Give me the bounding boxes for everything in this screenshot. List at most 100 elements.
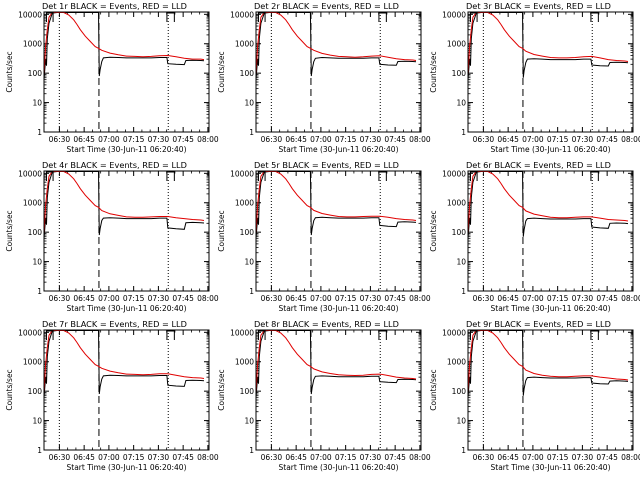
series-line-events (468, 12, 629, 80)
x-tick-label: 06:45 (73, 294, 95, 303)
chart-panel-1: Det 1r BLACK = Events, RED = LLD Counts/s… (5, 1, 219, 154)
state-bracket (590, 12, 599, 22)
x-tick-label: 06:30 (261, 135, 283, 144)
chart-title: Det 4r BLACK = Events, RED = LLD (42, 160, 187, 170)
series-line-events (44, 330, 205, 398)
x-tick-label: 07:45 (172, 294, 194, 303)
y-tick-label: 10000 (18, 10, 42, 19)
y-tick-label: 10 (32, 417, 42, 426)
x-tick-label: 07:30 (360, 294, 382, 303)
x-tick-label: 06:45 (497, 453, 519, 462)
y-tick-label: 1 (37, 287, 42, 296)
x-tick-label: 07:30 (148, 453, 170, 462)
x-tick-label: 06:30 (49, 135, 71, 144)
y-axis-label: Counts/sec (429, 51, 438, 92)
x-tick-label: 07:15 (547, 135, 569, 144)
y-tick-label: 1 (249, 446, 254, 455)
x-tick-label: 07:30 (360, 135, 382, 144)
x-axis-label: Start Time (30-Jun-11 06:20:40) (491, 145, 611, 154)
x-tick-label: 08:00 (197, 294, 219, 303)
y-tick-label: 10 (244, 99, 254, 108)
series-line-events (44, 12, 205, 80)
x-tick-label: 07:30 (148, 135, 170, 144)
x-tick-label: 06:30 (473, 294, 495, 303)
state-bracket (45, 12, 54, 22)
x-tick-label: 07:15 (123, 135, 145, 144)
x-tick-label: 06:30 (49, 294, 71, 303)
y-tick-label: 100 (28, 69, 43, 78)
x-tick-label: 06:30 (473, 453, 495, 462)
series-line-events (256, 12, 417, 80)
chart-panel-4: Det 4r BLACK = Events, RED = LLD Counts/s… (5, 160, 219, 313)
y-tick-label: 100 (240, 228, 255, 237)
y-axis-label: Counts/sec (217, 369, 226, 410)
y-tick-label: 10 (456, 99, 466, 108)
y-axis-label: Counts/sec (5, 51, 14, 92)
chart-title: Det 8r BLACK = Events, RED = LLD (254, 319, 399, 329)
chart-title: Det 6r BLACK = Events, RED = LLD (466, 160, 611, 170)
y-tick-label: 100 (28, 228, 43, 237)
chart-title: Det 3r BLACK = Events, RED = LLD (466, 1, 611, 11)
y-tick-label: 10 (244, 258, 254, 267)
state-bracket (469, 12, 478, 22)
state-bracket (166, 330, 175, 340)
chart-panel-8: Det 8r BLACK = Events, RED = LLD Counts/s… (217, 319, 431, 472)
x-tick-label: 07:45 (596, 453, 618, 462)
plot-frame (467, 170, 634, 292)
x-axis-label: Start Time (30-Jun-11 06:20:40) (491, 463, 611, 472)
y-tick-label: 1 (37, 446, 42, 455)
x-tick-label: 07:45 (596, 135, 618, 144)
series-line-events (468, 171, 629, 239)
state-bracket (257, 330, 266, 340)
x-tick-label: 07:00 (310, 294, 332, 303)
chart-panel-7: Det 7r BLACK = Events, RED = LLD Counts/s… (5, 319, 219, 472)
chart-title: Det 2r BLACK = Events, RED = LLD (254, 1, 399, 11)
state-bracket (257, 12, 266, 22)
y-tick-label: 10000 (230, 328, 254, 337)
state-bracket (590, 330, 599, 340)
x-tick-label: 07:45 (172, 453, 194, 462)
y-axis-label: Counts/sec (5, 210, 14, 251)
x-tick-label: 07:15 (335, 135, 357, 144)
y-tick-label: 10000 (230, 169, 254, 178)
y-tick-label: 1000 (23, 40, 42, 49)
x-tick-label: 07:00 (98, 453, 120, 462)
x-tick-label: 06:30 (49, 453, 71, 462)
state-bracket (378, 330, 387, 340)
x-tick-label: 07:45 (172, 135, 194, 144)
y-tick-label: 10 (456, 258, 466, 267)
x-tick-label: 08:00 (409, 294, 431, 303)
x-tick-label: 08:00 (621, 453, 640, 462)
state-bracket (469, 330, 478, 340)
y-tick-label: 1000 (235, 199, 254, 208)
x-tick-label: 08:00 (197, 135, 219, 144)
y-tick-label: 100 (452, 387, 467, 396)
y-tick-label: 10 (244, 417, 254, 426)
series-line-lld (468, 12, 629, 75)
state-bracket (166, 171, 175, 181)
x-tick-label: 06:45 (285, 453, 307, 462)
chart-panel-2: Det 2r BLACK = Events, RED = LLD Counts/s… (217, 1, 431, 154)
x-tick-label: 06:45 (285, 135, 307, 144)
x-tick-label: 07:45 (596, 294, 618, 303)
y-tick-label: 1000 (447, 358, 466, 367)
y-tick-label: 1000 (23, 358, 42, 367)
x-tick-label: 07:15 (123, 294, 145, 303)
y-tick-label: 1000 (235, 358, 254, 367)
y-tick-label: 100 (452, 228, 467, 237)
y-tick-label: 100 (240, 387, 255, 396)
plot-frame (467, 11, 634, 133)
x-tick-label: 08:00 (409, 135, 431, 144)
x-axis-label: Start Time (30-Jun-11 06:20:40) (279, 145, 399, 154)
series-line-lld (44, 12, 205, 75)
x-tick-label: 06:30 (261, 294, 283, 303)
y-axis-label: Counts/sec (217, 210, 226, 251)
state-bracket (166, 12, 175, 22)
y-tick-label: 10000 (230, 10, 254, 19)
chart-title: Det 5r BLACK = Events, RED = LLD (254, 160, 399, 170)
x-tick-label: 08:00 (409, 453, 431, 462)
y-tick-label: 1000 (447, 40, 466, 49)
x-tick-label: 07:30 (572, 294, 594, 303)
